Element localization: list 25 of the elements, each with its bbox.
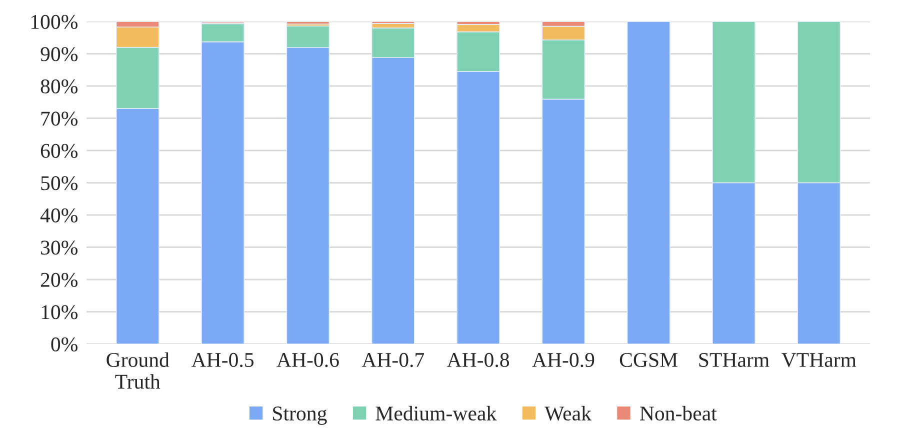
x-tick-label: AH-0.6: [276, 352, 339, 368]
y-tick-label: 40%: [40, 208, 78, 222]
y-tick-label: 100%: [31, 14, 78, 29]
x-tick-label: CGSM: [620, 352, 678, 367]
x-tick-label: STHarm: [699, 352, 770, 367]
legend-label: Non-beat: [640, 406, 717, 421]
y-tick-label: 0%: [51, 337, 78, 352]
bar: [626, 22, 670, 344]
y-tick-label: 50%: [41, 176, 78, 190]
x-tick-label: Ground Truth: [106, 352, 170, 389]
y-tick-label: 60%: [40, 144, 78, 158]
y-tick-label: 20%: [40, 272, 78, 287]
y-tick-label: 80%: [40, 79, 78, 94]
y-tick-label: 30%: [41, 240, 78, 255]
x-tick-label: AH-0.8: [446, 352, 510, 368]
legend-label: Medium-weak: [376, 406, 497, 421]
legend-label: Strong: [273, 406, 327, 425]
y-tick-label: 10%: [42, 305, 78, 320]
x-tick-label: AH-0.9: [532, 352, 594, 368]
x-tick-label: AH-0.5: [191, 352, 254, 368]
y-tick-label: 70%: [41, 112, 78, 126]
x-tick-label: AH-0.7: [362, 352, 424, 368]
legend-label: Weak: [544, 406, 592, 421]
x-tick-label: VTHarm: [782, 353, 856, 368]
y-tick-label: 90%: [40, 47, 78, 62]
